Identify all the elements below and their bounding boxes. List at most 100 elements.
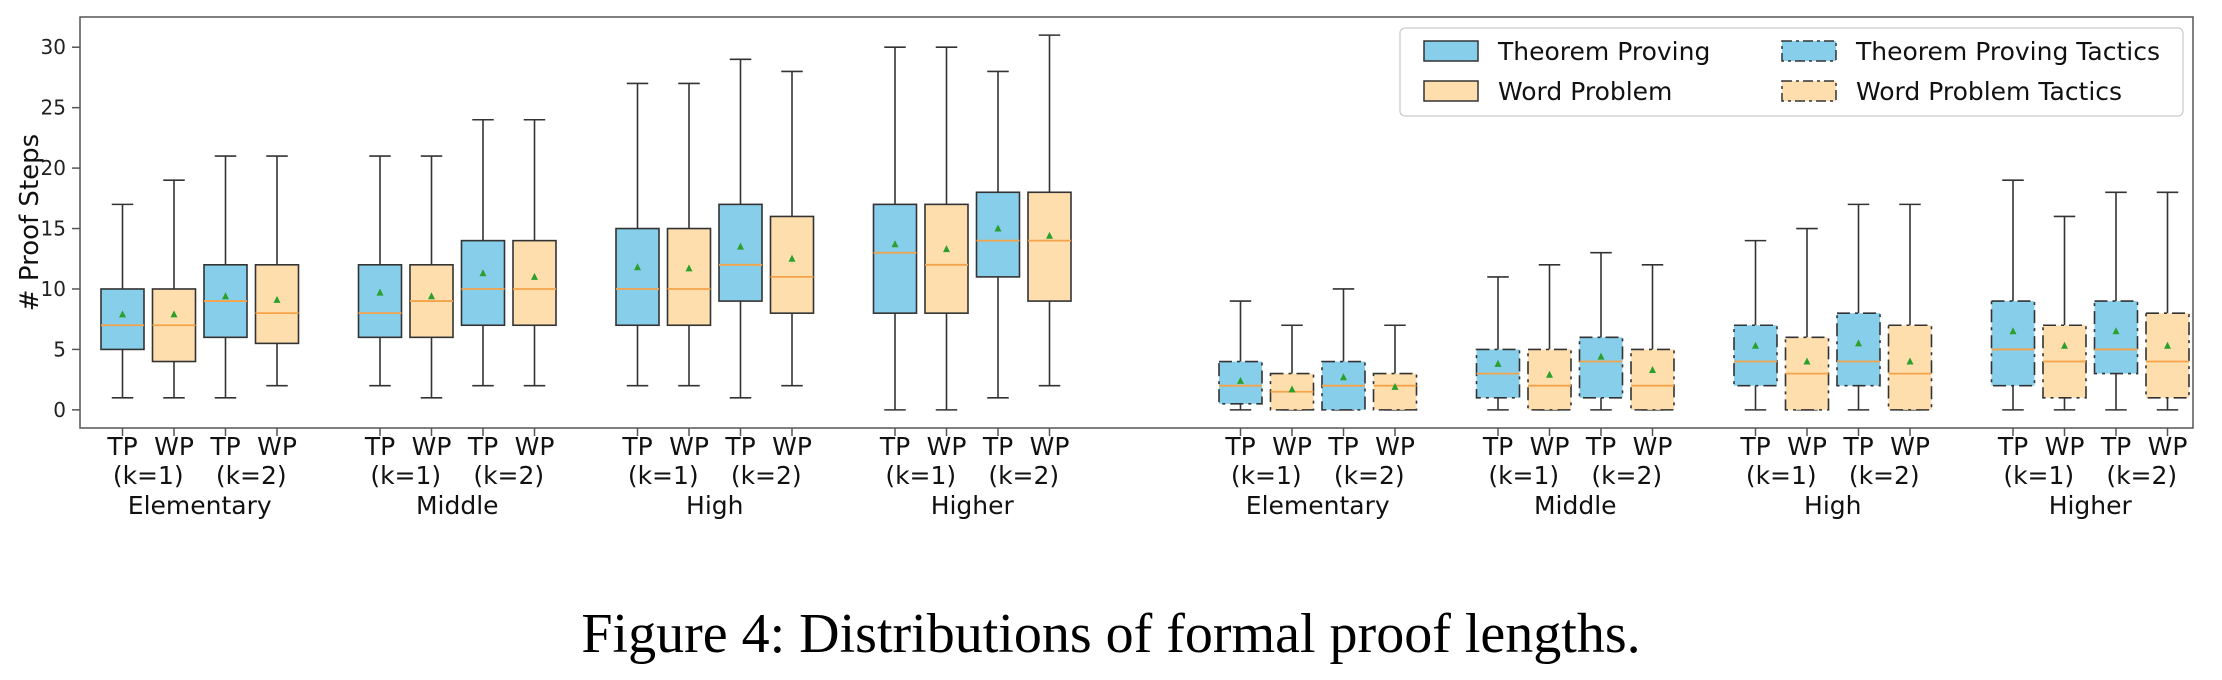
mean-marker	[376, 288, 384, 296]
mean-marker	[1649, 365, 1656, 373]
box-theorem-proving	[1990, 300, 2036, 387]
legend-label: Word Problem	[1498, 77, 1672, 106]
mean-marker	[994, 224, 1002, 232]
mean-marker	[531, 272, 538, 280]
x-tick-label: WP	[1530, 432, 1570, 461]
k-label: (k=2)	[1591, 461, 1662, 490]
x-tick-label: WP	[412, 432, 452, 461]
box-word-problem	[1887, 324, 1933, 411]
k-label: (k=2)	[988, 461, 1059, 490]
box-word-problem	[924, 203, 969, 314]
x-tick-label: WP	[2045, 432, 2085, 461]
y-axis-label: # Proof Steps	[15, 134, 45, 311]
x-tick-label: TP	[982, 432, 1013, 461]
box-word-problem	[769, 215, 815, 314]
mean-marker	[1340, 373, 1347, 381]
legend-swatch	[1781, 40, 1837, 62]
box-theorem-proving	[1578, 336, 1624, 399]
group-label: Middle	[416, 491, 499, 520]
x-tick-label: TP	[2100, 432, 2131, 461]
x-tick-label: TP	[879, 432, 910, 461]
k-label: (k=2)	[473, 461, 544, 490]
legend-swatch	[1781, 80, 1837, 102]
mean-marker	[737, 242, 744, 250]
mean-marker	[1288, 385, 1296, 393]
x-tick-label: TP	[1482, 432, 1513, 461]
legend	[1399, 27, 2184, 117]
mean-marker	[891, 240, 899, 248]
x-tick-label: TP	[1224, 432, 1255, 461]
x-tick-label: TP	[1327, 432, 1358, 461]
x-tick-label: WP	[927, 432, 967, 461]
box-theorem-proving	[357, 264, 403, 339]
mean-marker	[2061, 341, 2068, 349]
y-tick-label: 15	[41, 217, 66, 241]
k-label: (k=1)	[370, 461, 441, 490]
legend-label: Word Problem Tactics	[1856, 77, 2122, 106]
box-theorem-proving	[718, 203, 763, 302]
group-label: High	[686, 491, 743, 520]
x-tick-label: TP	[209, 432, 240, 461]
mean-marker	[170, 310, 178, 318]
legend-swatch	[1423, 80, 1479, 102]
box-word-problem	[1372, 372, 1418, 411]
box-theorem-proving	[460, 239, 506, 327]
x-tick-label: TP	[1585, 432, 1616, 461]
mean-marker	[119, 310, 126, 318]
mean-marker	[2112, 327, 2120, 335]
mean-marker	[1046, 231, 1053, 239]
x-tick-label: TP	[621, 432, 652, 461]
mean-marker	[634, 263, 641, 271]
group-label: Higher	[931, 491, 1015, 520]
box-theorem-proving	[100, 288, 145, 351]
x-tick-label: WP	[1890, 432, 1930, 461]
mean-marker	[1597, 352, 1605, 360]
x-tick-label: WP	[2148, 432, 2188, 461]
x-tick-label: TP	[1997, 432, 2028, 461]
k-label: (k=1)	[628, 461, 699, 490]
group-label: Elementary	[1246, 491, 1390, 520]
mean-marker	[1803, 357, 1811, 365]
box-word-problem	[1630, 348, 1675, 411]
figure-caption: Figure 4: Distributions of formal proof …	[581, 603, 1641, 665]
k-label: (k=2)	[216, 461, 287, 490]
k-label: (k=1)	[113, 461, 184, 490]
x-tick-label: WP	[1272, 432, 1312, 461]
mean-marker	[1237, 376, 1244, 384]
k-label: (k=1)	[1746, 461, 1817, 490]
k-label: (k=1)	[1231, 461, 1302, 490]
box-theorem-proving	[1733, 324, 1778, 387]
box-word-problem	[2145, 312, 2190, 399]
x-tick-label: TP	[1842, 432, 1873, 461]
plot-frame	[79, 16, 2194, 429]
box-word-problem	[512, 239, 557, 327]
y-tick-label: 5	[53, 337, 66, 361]
box-theorem-proving	[2093, 300, 2139, 375]
x-tick-label: TP	[467, 432, 498, 461]
mean-marker	[943, 245, 950, 253]
box-word-problem	[1027, 191, 1072, 302]
mean-marker	[222, 292, 229, 300]
k-label: (k=2)	[1334, 461, 1405, 490]
x-tick-label: TP	[724, 432, 755, 461]
mean-marker	[2009, 327, 2017, 335]
x-tick-label: TP	[364, 432, 395, 461]
mean-marker	[1906, 357, 1914, 365]
k-label: (k=2)	[2106, 461, 2177, 490]
x-tick-label: WP	[1030, 432, 1070, 461]
legend-label: Theorem Proving	[1497, 37, 1710, 66]
legend-label: Theorem Proving Tactics	[1855, 37, 2160, 66]
x-tick-label: WP	[1633, 432, 1673, 461]
box-word-problem	[254, 264, 300, 345]
k-label: (k=1)	[885, 461, 956, 490]
box-word-problem	[666, 227, 712, 327]
x-tick-label: WP	[772, 432, 812, 461]
mean-marker	[2164, 341, 2171, 349]
mean-marker	[273, 295, 281, 303]
y-tick-label: 20	[41, 156, 66, 180]
x-tick-label: WP	[257, 432, 297, 461]
x-tick-label: WP	[1787, 432, 1827, 461]
group-label: High	[1804, 491, 1861, 520]
box-theorem-proving	[1836, 312, 1881, 387]
